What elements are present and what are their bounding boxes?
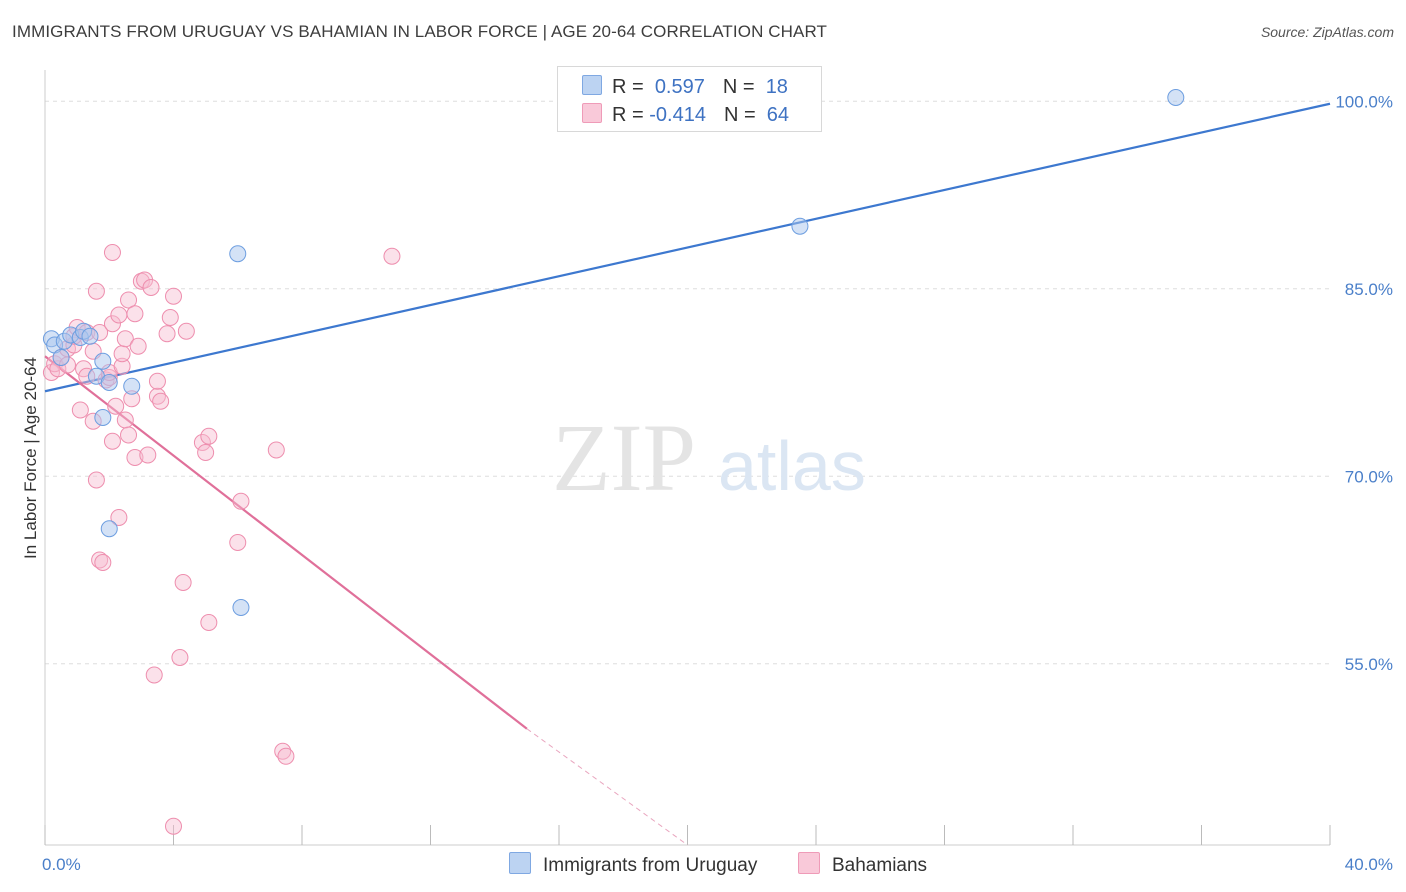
bottom-legend-label: Bahamians [832, 855, 928, 876]
legend-r-value: 0.597 [654, 76, 705, 98]
x-tick-label: 0.0% [42, 855, 81, 874]
legend-swatch-blue [582, 75, 602, 95]
legend-r-label: R = [612, 76, 644, 98]
point-bahamians [116, 411, 134, 429]
bottom-legend-label: Immigrants from Uruguay [543, 855, 758, 876]
legend-row-uruguay: R = 0.597 N = 18 [582, 75, 788, 99]
trend-line-uruguay [44, 102, 1331, 393]
legend-r-label: R = [612, 104, 644, 126]
y-tick-label: 85.0% [1345, 280, 1393, 299]
point-bahamians [110, 306, 128, 324]
legend-n-label: N = [723, 104, 756, 126]
point-bahamians [383, 247, 401, 265]
point-bahamians [148, 387, 166, 405]
point-bahamians [148, 372, 166, 390]
point-bahamians [171, 649, 189, 666]
point-bahamians [110, 509, 128, 526]
point-uruguay [94, 352, 112, 370]
trend-lines [44, 102, 1331, 846]
point-bahamians [71, 401, 89, 419]
legend-n-value: 18 [765, 76, 788, 98]
legend-row-bahamians: R = -0.414 N = 64 [582, 103, 789, 127]
point-bahamians [232, 492, 250, 510]
y-tick-label: 55.0% [1345, 655, 1393, 674]
point-bahamians [129, 337, 147, 355]
point-bahamians [197, 444, 215, 461]
point-bahamians [107, 397, 125, 415]
watermark: ZIP atlas [552, 404, 866, 511]
gridlines [45, 100, 1330, 665]
legend-r-value: -0.414 [649, 104, 706, 126]
point-bahamians [139, 446, 157, 464]
legend-swatch-pink [582, 103, 602, 123]
point-bahamians [145, 666, 163, 684]
point-bahamians [152, 392, 170, 410]
point-bahamians [94, 554, 112, 571]
point-bahamians [103, 432, 121, 450]
y-tick-label: 70.0% [1345, 467, 1393, 486]
point-bahamians [200, 614, 218, 631]
point-bahamians [277, 747, 295, 765]
point-uruguay [123, 377, 141, 395]
legend-n-label: N = [722, 76, 755, 98]
point-uruguay [232, 599, 250, 616]
point-uruguay [229, 245, 247, 263]
point-bahamians [158, 325, 176, 343]
point-bahamians [229, 534, 247, 551]
chart-title: IMMIGRANTS FROM URUGUAY VS BAHAMIAN IN L… [12, 22, 828, 41]
point-bahamians [113, 345, 131, 363]
point-bahamians [87, 282, 105, 300]
watermark-atlas: atlas [718, 427, 866, 505]
point-bahamians [177, 322, 195, 340]
y-tick-label: 100.0% [1335, 92, 1393, 111]
point-bahamians [103, 315, 121, 333]
point-bahamians [161, 309, 179, 326]
point-bahamians [126, 449, 144, 466]
data-points [42, 89, 1185, 835]
x-tick-label: 40.0% [1345, 855, 1393, 874]
point-uruguay [100, 520, 118, 538]
point-uruguay [52, 349, 70, 366]
point-uruguay [100, 374, 118, 391]
axis-labels: In Labor Force | Age 20-64 55.0% 70.0% 85.… [21, 92, 1393, 874]
stats-legend: R = 0.597 N = 18 R = -0.414 N = 64 [557, 66, 822, 132]
point-bahamians [120, 426, 138, 444]
point-bahamians [193, 434, 211, 451]
point-uruguay [1167, 89, 1185, 106]
point-uruguay [94, 409, 112, 426]
trend-line-bahamians-extension [526, 728, 688, 846]
bottom-legend-swatch-pink [798, 852, 820, 874]
point-bahamians [87, 471, 105, 489]
legend-n-value: 64 [766, 104, 790, 126]
point-bahamians [126, 305, 144, 323]
bottom-legend-bahamians: Bahamians [798, 852, 927, 877]
point-bahamians [165, 817, 182, 835]
point-bahamians [200, 427, 218, 445]
point-bahamians [165, 287, 182, 305]
point-bahamians [91, 551, 109, 569]
watermark-zip: ZIP [552, 404, 696, 511]
point-bahamians [274, 742, 292, 760]
point-uruguay [81, 327, 99, 345]
point-bahamians [120, 291, 138, 309]
point-bahamians [116, 330, 134, 348]
trend-line-bahamians [44, 355, 528, 730]
point-bahamians [174, 574, 192, 591]
source-label: Source: ZipAtlas.com [1260, 24, 1394, 40]
bottom-legend-swatch-blue [509, 852, 531, 874]
point-uruguay [791, 217, 809, 235]
bottom-legend-uruguay: Immigrants from Uruguay [509, 852, 757, 877]
point-bahamians [103, 244, 121, 261]
point-bahamians [142, 279, 160, 296]
point-bahamians [267, 441, 285, 459]
point-bahamians [113, 357, 131, 375]
y-axis-label: In Labor Force | Age 20-64 [21, 357, 40, 559]
